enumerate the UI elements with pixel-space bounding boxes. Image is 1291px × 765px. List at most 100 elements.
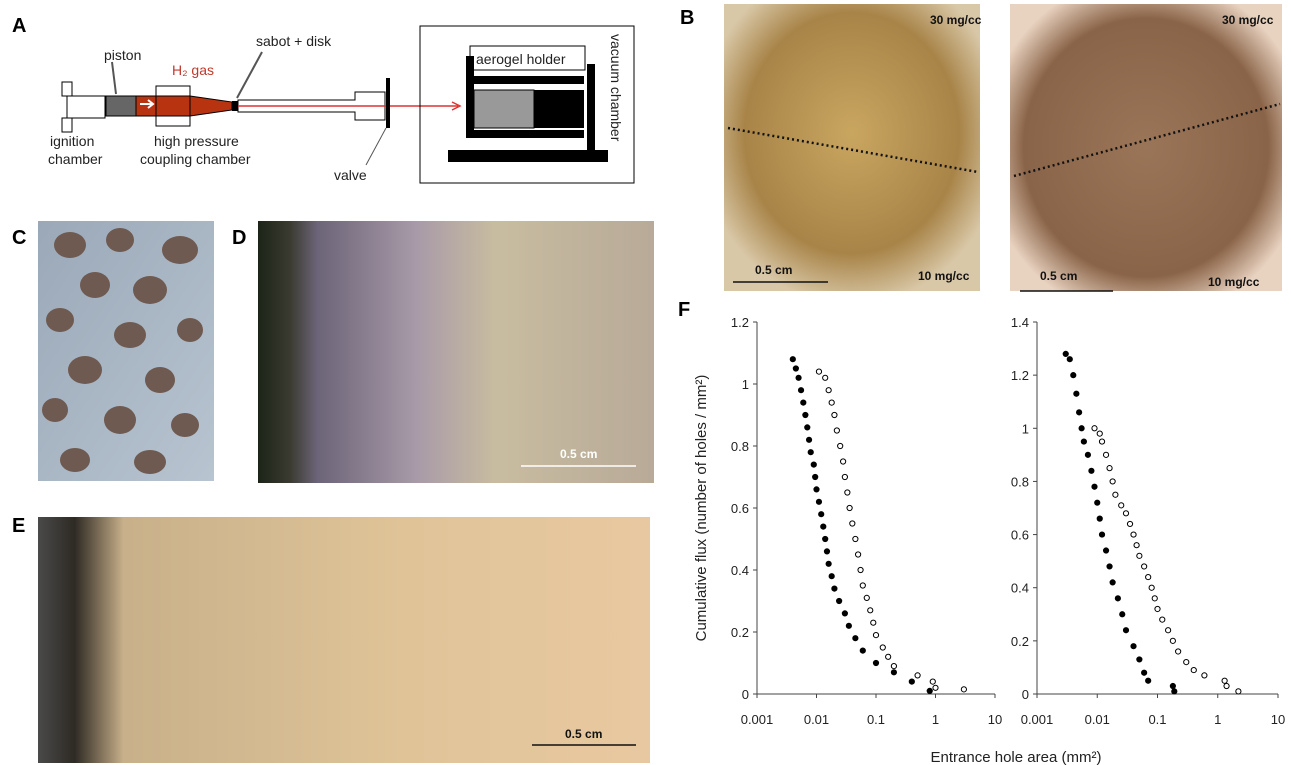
point xyxy=(853,536,858,541)
panel-label: F xyxy=(678,299,690,321)
point xyxy=(1142,670,1147,675)
y-tick-label: 1 xyxy=(742,377,749,392)
point xyxy=(834,428,839,433)
point xyxy=(853,636,858,641)
x-tick-label: 0.1 xyxy=(1148,712,1166,727)
point xyxy=(1074,391,1079,396)
grain xyxy=(46,308,74,332)
x-tick-label: 10 xyxy=(988,712,1002,727)
panel-label: A xyxy=(12,15,26,37)
point xyxy=(842,611,847,616)
base xyxy=(448,150,608,162)
point xyxy=(1123,511,1128,516)
pointer xyxy=(237,52,262,98)
point xyxy=(1170,683,1175,688)
point xyxy=(823,375,828,380)
point xyxy=(793,366,798,371)
grain xyxy=(54,232,86,258)
point xyxy=(1095,500,1100,505)
label: chamber xyxy=(48,151,103,167)
point xyxy=(845,490,850,495)
point xyxy=(1099,532,1104,537)
grain xyxy=(80,272,110,298)
label: 0.5 cm xyxy=(755,263,792,277)
holder-part xyxy=(587,64,595,152)
grain xyxy=(162,236,198,264)
grain xyxy=(145,367,175,393)
y-tick-label: 0.6 xyxy=(731,501,749,516)
point xyxy=(1099,439,1104,444)
point xyxy=(1063,351,1068,356)
y-tick-label: 0.8 xyxy=(731,439,749,454)
point xyxy=(838,443,843,448)
grain xyxy=(177,318,203,342)
y-tick-label: 0.4 xyxy=(1011,581,1029,596)
point xyxy=(1123,628,1128,633)
point xyxy=(808,450,813,455)
grain xyxy=(68,356,102,384)
x-tick-label: 1 xyxy=(1214,712,1221,727)
label: 30 mg/cc xyxy=(930,13,982,27)
y-tick-label: 0.4 xyxy=(731,563,749,578)
point xyxy=(1097,516,1102,521)
point xyxy=(1103,548,1108,553)
point xyxy=(1071,373,1076,378)
point xyxy=(1236,689,1241,694)
point xyxy=(824,549,829,554)
point xyxy=(855,552,860,557)
ignition-part xyxy=(62,82,72,96)
point xyxy=(1119,503,1124,508)
point xyxy=(891,670,896,675)
point xyxy=(826,388,831,393)
point xyxy=(819,512,824,517)
point xyxy=(1085,452,1090,457)
point xyxy=(1152,596,1157,601)
grain xyxy=(60,448,90,472)
y-tick-label: 0.6 xyxy=(1011,528,1029,543)
point xyxy=(829,400,834,405)
point xyxy=(1172,689,1177,694)
x-tick-label: 0.01 xyxy=(804,712,829,727)
panel-label: C xyxy=(12,227,26,249)
point xyxy=(1097,431,1102,436)
point xyxy=(961,687,966,692)
panel-e: E 0.5 cm xyxy=(12,515,650,763)
point xyxy=(1092,484,1097,489)
point xyxy=(1202,673,1207,678)
label: piston xyxy=(104,47,141,63)
point xyxy=(909,679,914,684)
holder-part xyxy=(474,130,584,138)
sabot xyxy=(232,101,238,111)
point xyxy=(927,688,932,693)
y-tick-label: 0 xyxy=(742,687,749,702)
label: valve xyxy=(334,167,367,183)
point xyxy=(1107,466,1112,471)
point xyxy=(858,567,863,572)
point xyxy=(1137,553,1142,558)
label: ignition xyxy=(50,133,94,149)
point xyxy=(829,574,834,579)
point xyxy=(821,524,826,529)
point xyxy=(842,474,847,479)
point xyxy=(930,679,935,684)
point xyxy=(1092,426,1097,431)
point xyxy=(806,437,811,442)
point xyxy=(847,505,852,510)
y-tick-label: 1.4 xyxy=(1011,315,1029,330)
label: 0.5 cm xyxy=(560,447,597,461)
grain xyxy=(42,398,68,422)
point xyxy=(1107,564,1112,569)
panel-c: C xyxy=(12,221,214,481)
panel-label: D xyxy=(232,227,246,249)
point xyxy=(1155,606,1160,611)
point xyxy=(816,369,821,374)
point xyxy=(796,375,801,380)
label: sabot + disk xyxy=(256,33,332,49)
label: 10 mg/cc xyxy=(918,269,970,283)
point xyxy=(1146,678,1151,683)
point xyxy=(1166,628,1171,633)
point xyxy=(933,685,938,690)
y-tick-label: 1 xyxy=(1022,421,1029,436)
grain xyxy=(106,228,134,252)
y-axis-title: Cumulative flux (number of holes / mm²) xyxy=(693,375,710,642)
